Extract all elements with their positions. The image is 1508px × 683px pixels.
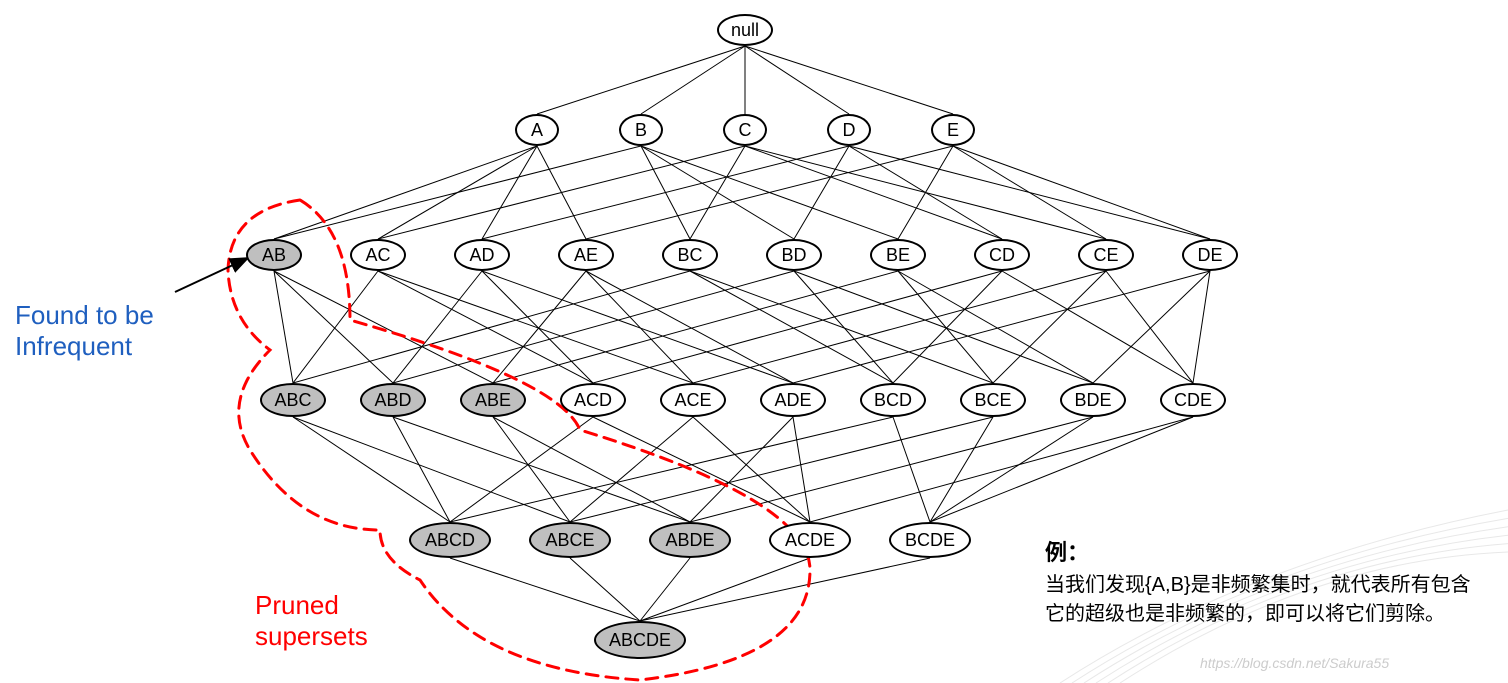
node-cd: CD — [974, 239, 1030, 271]
node-acde: ACDE — [769, 522, 851, 558]
node-abce: ABCE — [529, 522, 611, 558]
node-abc: ABC — [260, 383, 326, 417]
infrequent-line1: Found to be — [15, 300, 154, 331]
node-de: DE — [1182, 239, 1238, 271]
node-cde: CDE — [1160, 383, 1226, 417]
node-abd: ABD — [360, 383, 426, 417]
node-abcde: ABCDE — [594, 621, 686, 659]
node-ade: ADE — [760, 383, 826, 417]
node-acd: ACD — [560, 383, 626, 417]
node-a: A — [515, 114, 559, 146]
node-ad: AD — [454, 239, 510, 271]
infrequent-label: Found to be Infrequent — [15, 300, 154, 362]
node-bd: BD — [766, 239, 822, 271]
node-ace: ACE — [660, 383, 726, 417]
node-ae: AE — [558, 239, 614, 271]
node-ce: CE — [1078, 239, 1134, 271]
node-ab: AB — [246, 239, 302, 271]
pruned-line2: supersets — [255, 621, 368, 652]
example-body: 当我们发现{A,B}是非频繁集时，就代表所有包含它的超级也是非频繁的，即可以将它… — [1045, 571, 1485, 629]
node-e: E — [931, 114, 975, 146]
node-bce: BCE — [960, 383, 1026, 417]
node-null: null — [717, 14, 773, 46]
infrequent-line2: Infrequent — [15, 331, 154, 362]
pruned-line1: Pruned — [255, 590, 368, 621]
node-d: D — [827, 114, 871, 146]
node-ac: AC — [350, 239, 406, 271]
node-bc: BC — [662, 239, 718, 271]
node-abcd: ABCD — [409, 522, 491, 558]
node-b: B — [619, 114, 663, 146]
pruned-label: Pruned supersets — [255, 590, 368, 652]
node-bcd: BCD — [860, 383, 926, 417]
node-bcde: BCDE — [889, 522, 971, 558]
node-be: BE — [870, 239, 926, 271]
node-abe: ABE — [460, 383, 526, 417]
node-c: C — [723, 114, 767, 146]
node-abde: ABDE — [649, 522, 731, 558]
example-heading: 例： — [1045, 535, 1485, 567]
node-bde: BDE — [1060, 383, 1126, 417]
watermark: https://blog.csdn.net/Sakura55 — [1200, 655, 1389, 671]
example-label: 例： 当我们发现{A,B}是非频繁集时，就代表所有包含它的超级也是非频繁的，即可… — [1045, 535, 1485, 629]
